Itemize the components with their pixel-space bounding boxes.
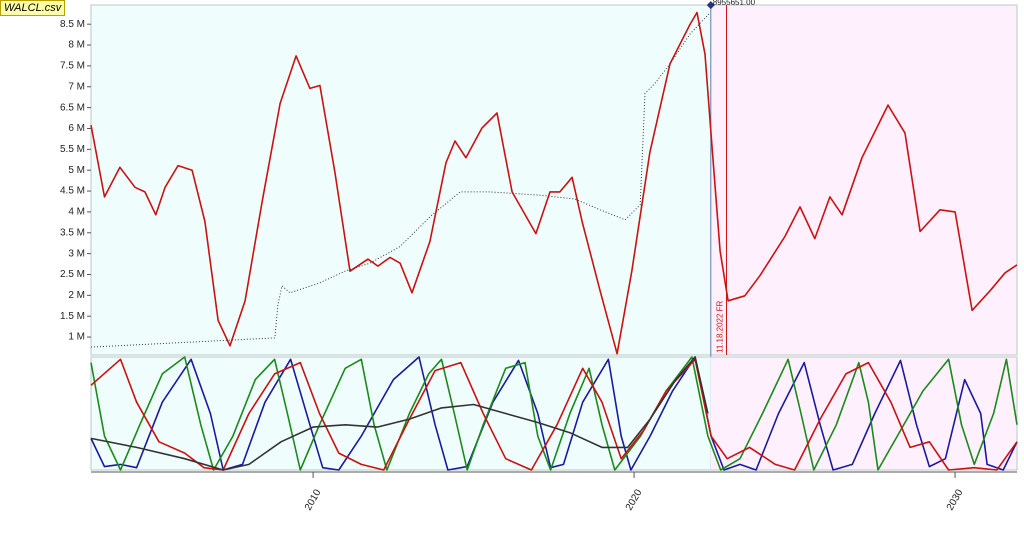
y-tick-label: 5.5 M — [60, 144, 85, 155]
x-tick-label: 2020 — [624, 487, 645, 512]
series-line — [90, 356, 709, 471]
y-tick-label: 1.5 M — [60, 311, 85, 322]
y-tick-label: 7.5 M — [60, 61, 85, 72]
date-marker-label: 11.18.2022 FR — [716, 300, 725, 353]
y-tick-label: 8.5 M — [60, 19, 85, 30]
panel-border — [90, 4, 1018, 356]
y-tick-label: 2.5 M — [60, 269, 85, 280]
y-tick-label: 8 M — [68, 40, 85, 51]
value-marker-label: 8955651.00 — [713, 0, 756, 7]
series-line — [90, 11, 1018, 355]
past-background — [91, 357, 711, 470]
series-line — [90, 356, 1018, 471]
y-tick-label: 3 M — [68, 248, 85, 259]
y-tick-label: 1 M — [68, 332, 85, 343]
y-tick-label: 5 M — [68, 165, 85, 176]
y-tick-label: 4.5 M — [60, 186, 85, 197]
file-label: WALCL.csv — [0, 0, 66, 16]
x-tick-label: 2030 — [945, 487, 966, 512]
x-tick-label: 2010 — [303, 487, 324, 512]
past-background — [91, 5, 711, 355]
series-line — [90, 358, 1018, 471]
y-tick-label: 6.5 M — [60, 102, 85, 113]
series-line — [90, 356, 1018, 471]
y-tick-label: 6 M — [68, 123, 85, 134]
future-background — [710, 5, 1017, 355]
panel-border — [90, 356, 1018, 471]
y-tick-label: 7 M — [68, 81, 85, 92]
value-marker — [706, 1, 715, 10]
y-tick-label: 3.5 M — [60, 227, 85, 238]
y-tick-label: 4 M — [68, 207, 85, 218]
y-tick-label: 2 M — [68, 290, 85, 301]
